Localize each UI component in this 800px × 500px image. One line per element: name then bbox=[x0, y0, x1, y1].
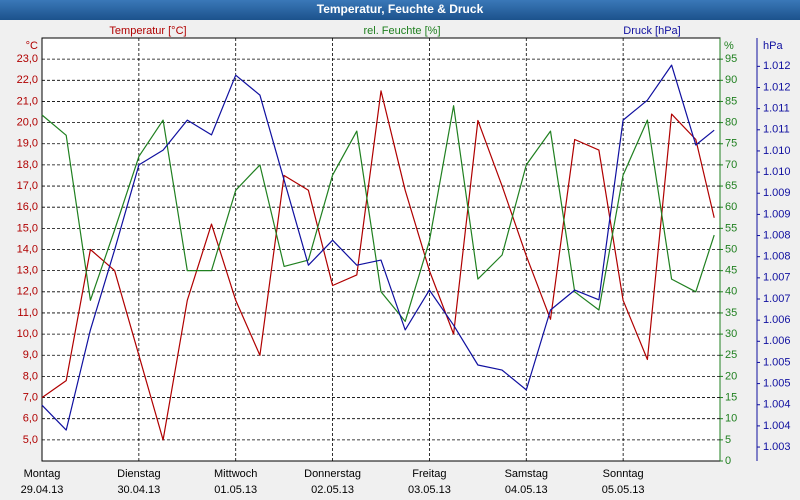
y3-tick-label: 1.010 bbox=[763, 145, 791, 157]
y3-tick-label: 1.003 bbox=[763, 441, 791, 453]
y3-tick-label: 1.012 bbox=[763, 60, 791, 72]
x-tick-date: 29.04.13 bbox=[21, 484, 64, 496]
y2-tick-label: 40 bbox=[725, 286, 737, 298]
y2-unit: % bbox=[724, 40, 734, 52]
y2-tick-label: 15 bbox=[725, 391, 737, 403]
y-unit: °C bbox=[26, 40, 38, 52]
y-tick-label: 22,0 bbox=[17, 74, 38, 86]
y-tick-label: 23,0 bbox=[17, 53, 38, 65]
y3-tick-label: 1.006 bbox=[763, 335, 791, 347]
y3-tick-label: 1.011 bbox=[763, 103, 790, 115]
y2-tick-label: 30 bbox=[725, 328, 737, 340]
y3-tick-label: 1.009 bbox=[763, 187, 791, 199]
y2-tick-label: 10 bbox=[725, 413, 737, 425]
y3-tick-label: 1.006 bbox=[763, 314, 791, 326]
y2-tick-label: 85 bbox=[725, 95, 737, 107]
y3-unit: hPa bbox=[763, 40, 783, 52]
y2-tick-label: 95 bbox=[725, 53, 737, 65]
y3-tick-label: 1.011 bbox=[763, 124, 790, 136]
y-tick-label: 9,0 bbox=[23, 349, 38, 361]
y2-tick-label: 5 bbox=[725, 434, 731, 446]
y2-tick-label: 70 bbox=[725, 159, 737, 171]
y-tick-label: 6,0 bbox=[23, 413, 38, 425]
y-tick-label: 7,0 bbox=[23, 391, 38, 403]
y3-tick-label: 1.007 bbox=[763, 272, 791, 284]
x-tick-label: Sonntag bbox=[603, 468, 644, 480]
x-tick-label: Freitag bbox=[412, 468, 446, 480]
x-tick-label: Montag bbox=[24, 468, 61, 480]
y2-tick-label: 0 bbox=[725, 455, 731, 467]
y2-tick-label: 45 bbox=[725, 265, 737, 277]
y2-tick-label: 20 bbox=[725, 370, 737, 382]
y-tick-label: 8,0 bbox=[23, 370, 38, 382]
series-line bbox=[41, 90, 715, 441]
y3-tick-label: 1.004 bbox=[763, 420, 791, 432]
y-tick-label: 21,0 bbox=[17, 95, 38, 107]
x-tick-label: Mittwoch bbox=[214, 468, 257, 480]
y2-tick-label: 50 bbox=[725, 243, 737, 255]
series-line bbox=[41, 105, 715, 322]
x-tick-label: Samstag bbox=[505, 468, 548, 480]
x-tick-date: 05.05.13 bbox=[602, 484, 645, 496]
y2-tick-label: 25 bbox=[725, 349, 737, 361]
y3-tick-label: 1.012 bbox=[763, 81, 791, 93]
y2-tick-label: 35 bbox=[725, 307, 737, 319]
y3-tick-label: 1.010 bbox=[763, 166, 791, 178]
x-tick-date: 02.05.13 bbox=[311, 484, 354, 496]
x-tick-date: 04.05.13 bbox=[505, 484, 548, 496]
y-tick-label: 12,0 bbox=[17, 286, 38, 298]
y2-tick-label: 90 bbox=[725, 74, 737, 86]
y-tick-label: 10,0 bbox=[17, 328, 38, 340]
y-tick-label: 14,0 bbox=[17, 243, 38, 255]
y-tick-label: 5,0 bbox=[23, 434, 38, 446]
x-tick-date: 03.05.13 bbox=[408, 484, 451, 496]
y2-tick-label: 75 bbox=[725, 138, 737, 150]
x-tick-date: 01.05.13 bbox=[214, 484, 257, 496]
y3-tick-label: 1.008 bbox=[763, 229, 791, 241]
y2-tick-label: 65 bbox=[725, 180, 737, 192]
y3-tick-label: 1.004 bbox=[763, 399, 791, 411]
y-tick-label: 18,0 bbox=[17, 159, 38, 171]
y-tick-label: 15,0 bbox=[17, 222, 38, 234]
y3-axis-label: Druck [hPa] bbox=[623, 25, 680, 37]
y-tick-label: 13,0 bbox=[17, 265, 38, 277]
y2-axis-label: rel. Feuchte [%] bbox=[363, 25, 440, 37]
title-bar bbox=[0, 0, 800, 20]
y-tick-label: 17,0 bbox=[17, 180, 38, 192]
chart-title: Temperatur, Feuchte & Druck bbox=[317, 2, 484, 16]
y-tick-label: 11,0 bbox=[17, 307, 38, 319]
y3-tick-label: 1.005 bbox=[763, 356, 791, 368]
x-tick-label: Donnerstag bbox=[304, 468, 361, 480]
x-tick-label: Dienstag bbox=[117, 468, 160, 480]
y2-tick-label: 80 bbox=[725, 117, 737, 129]
x-tick-date: 30.04.13 bbox=[117, 484, 160, 496]
y2-tick-label: 60 bbox=[725, 201, 737, 213]
y3-tick-label: 1.005 bbox=[763, 377, 791, 389]
y-axis-label: Temperatur [°C] bbox=[109, 25, 186, 37]
y-tick-label: 19,0 bbox=[17, 138, 38, 150]
y3-tick-label: 1.009 bbox=[763, 208, 791, 220]
y3-tick-label: 1.007 bbox=[763, 293, 791, 305]
y2-tick-label: 55 bbox=[725, 222, 737, 234]
series-line bbox=[41, 64, 715, 431]
y-tick-label: 16,0 bbox=[17, 201, 38, 213]
y3-tick-label: 1.008 bbox=[763, 251, 791, 263]
y-tick-label: 20,0 bbox=[17, 117, 38, 129]
